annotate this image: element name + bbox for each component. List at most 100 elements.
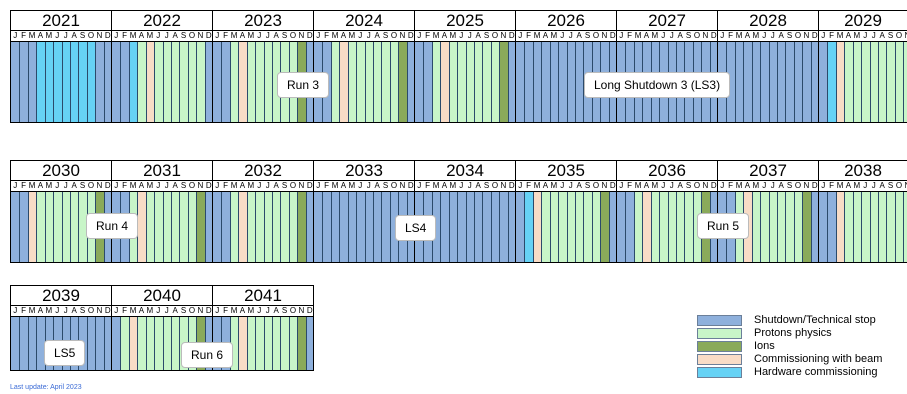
month-cell-protons [154,41,163,122]
year-block-2025: 2025 J F M A M J J A S O N D [414,10,516,123]
month-letter: J [770,31,775,40]
month-letter: M [348,181,356,190]
month-letter: A [744,181,751,190]
month-letter: M [550,181,558,190]
month-letter: O [895,181,903,190]
month-cell-commissioning [145,41,155,122]
year-block-2024: 2024 J F M A M J J A S O N D [313,10,415,123]
year-label: 2025 [415,11,515,31]
year-label: 2033 [314,161,414,181]
month-cell-shutdown [776,41,786,122]
legend-label-ions: Ions [754,340,775,352]
month-letter: M [28,181,36,190]
month-letter: J [63,31,68,40]
month-cell-protons [760,191,769,262]
month-letter: M [853,181,861,190]
month-letter: J [358,31,363,40]
month-letter: N [298,181,305,190]
month-cell-protons [633,191,643,262]
month-letter: M [449,181,457,190]
month-cell-protons [61,191,71,262]
month-letter: J [358,181,363,190]
month-letter: S [685,181,692,190]
month-letter: D [306,31,313,40]
month-cell-protons [667,191,677,262]
month-letter: A [475,181,481,190]
month-letter: O [592,31,600,40]
month-letter: J [164,306,169,315]
month-letter: D [710,181,717,190]
month-letter: J [55,31,60,40]
month-letter: A [172,31,178,40]
month-cell-protons [852,191,862,262]
month-letter: M [247,181,255,190]
month-letter: O [289,181,297,190]
month-cell-shutdown [473,191,483,262]
month-letter: M [735,31,743,40]
month-cell-shutdown [364,191,374,262]
month-cell-shutdown [314,191,323,262]
month-cell-shutdown [103,41,111,122]
month-cell-protons [162,191,172,262]
month-letter: M [45,181,53,190]
month-letter: J [265,31,270,40]
month-letter: O [794,31,802,40]
month-cell-shutdown [27,41,37,122]
month-cell-shutdown [482,191,492,262]
month-letter: D [609,181,616,190]
month-letter: S [382,31,389,40]
month-letter: A [172,181,178,190]
month-cell-protons [137,316,147,370]
month-letter: J [417,181,422,190]
legend-swatch-protons [697,328,742,339]
month-cell-protons [558,191,567,262]
month-letter: N [298,31,305,40]
run5-label: Run 5 [697,213,750,239]
month-cell-shutdown [819,191,828,262]
month-letter: J [871,31,876,40]
month-letter: F [425,31,431,40]
month-cell-shutdown [305,191,313,262]
month-cell-protons [448,41,458,122]
month-cell-shutdown [347,191,357,262]
month-cell-protons [852,41,862,122]
month-letter: M [550,31,558,40]
month-cell-shutdown [516,41,525,122]
month-letter: O [592,181,600,190]
month-letter: J [257,306,262,315]
month-letter: F [627,31,633,40]
year-block-2031: 2031 J F M A M J J A S O N D [111,160,213,263]
month-letter: A [71,31,77,40]
year-label: 2035 [516,161,616,181]
month-cell-ions [499,41,509,122]
month-cell-protons [137,41,147,122]
month-cell-shutdown [322,191,332,262]
month-letter: M [129,31,137,40]
month-cell-protons [229,41,239,122]
month-cell-ions [398,41,408,122]
month-cell-shutdown [810,191,818,262]
month-letter: J [366,181,371,190]
month-cell-commissioning [440,41,450,122]
month-letter: F [122,181,128,190]
month-letter: J [619,181,624,190]
month-letter: J [257,181,262,190]
year-label: 2023 [213,11,313,31]
month-letter: N [500,31,507,40]
month-cell-shutdown [558,41,567,122]
year-block-2022: 2022 J F M A M J J A S O N D [111,10,213,123]
month-cell-shutdown [574,41,584,122]
month-letter: N [96,181,103,190]
month-cell-shutdown [356,191,365,262]
year-label: 2024 [314,11,414,31]
month-letter: J [366,31,371,40]
month-letter: S [786,181,793,190]
month-cell-commissioning [27,191,37,262]
month-letter: M [533,31,541,40]
month-letter: O [491,31,499,40]
month-letter: M [146,306,154,315]
legend-label-shutdown: Shutdown/Technical stop [754,314,876,326]
month-letter: J [467,181,472,190]
legend-label-commissioning: Commissioning with beam [754,353,883,365]
month-letter: N [601,181,608,190]
